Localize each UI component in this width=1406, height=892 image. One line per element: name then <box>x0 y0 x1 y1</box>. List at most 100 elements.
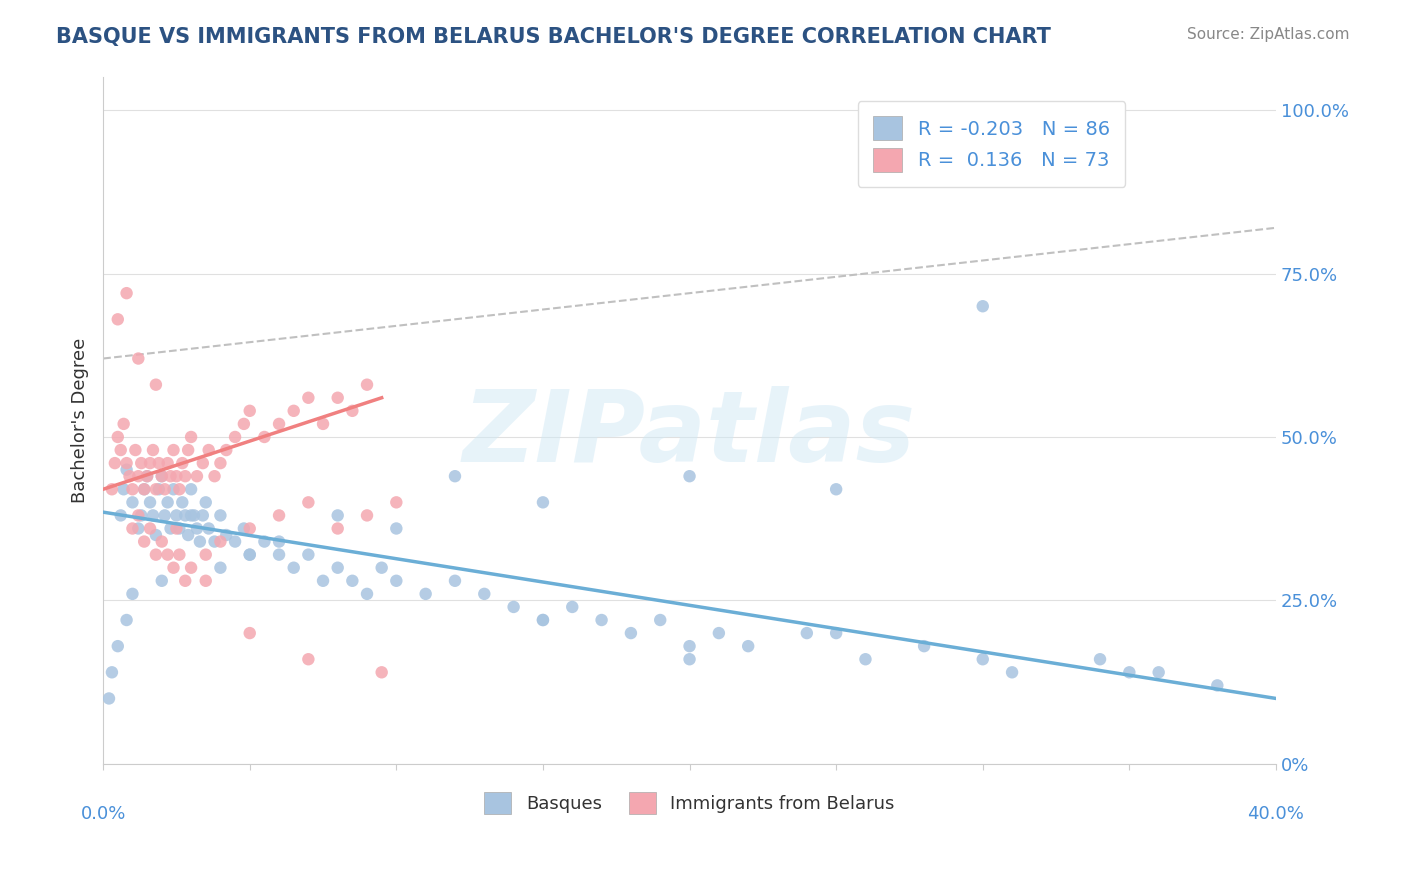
Point <box>326 391 349 405</box>
Point <box>115 613 138 627</box>
Point <box>385 574 408 588</box>
Point <box>186 469 208 483</box>
Y-axis label: Bachelor's Degree: Bachelor's Degree <box>72 338 89 503</box>
Point <box>177 443 200 458</box>
Point <box>139 521 162 535</box>
Point <box>165 469 187 483</box>
Point <box>180 560 202 574</box>
Point <box>156 456 179 470</box>
Point <box>165 521 187 535</box>
Point <box>112 417 135 431</box>
Point <box>156 548 179 562</box>
Point <box>174 574 197 588</box>
Point <box>139 495 162 509</box>
Point <box>356 508 378 523</box>
Point <box>737 639 759 653</box>
Point <box>297 652 319 666</box>
Point <box>267 417 290 431</box>
Point <box>129 456 152 470</box>
Point <box>169 521 191 535</box>
Point <box>145 483 167 497</box>
Point <box>197 443 219 458</box>
Point <box>150 469 173 483</box>
Point <box>283 560 305 574</box>
Point <box>385 521 408 535</box>
Point <box>145 528 167 542</box>
Point <box>115 463 138 477</box>
Point <box>129 508 152 523</box>
Point <box>370 560 392 574</box>
Point <box>180 483 202 497</box>
Point <box>239 626 262 640</box>
Point <box>107 430 129 444</box>
Point <box>180 508 202 523</box>
Point <box>127 521 149 535</box>
Point <box>253 430 276 444</box>
Point <box>356 377 378 392</box>
Point <box>118 469 141 483</box>
Point <box>101 483 124 497</box>
Point <box>620 626 643 640</box>
Point <box>561 599 583 614</box>
Text: 40.0%: 40.0% <box>1247 805 1305 823</box>
Point <box>239 521 262 535</box>
Point <box>224 430 246 444</box>
Point <box>127 351 149 366</box>
Point <box>678 639 700 653</box>
Point <box>165 508 187 523</box>
Point <box>215 443 238 458</box>
Point <box>107 312 129 326</box>
Point <box>98 691 121 706</box>
Point <box>224 534 246 549</box>
Point <box>297 548 319 562</box>
Point <box>136 469 159 483</box>
Point <box>267 534 290 549</box>
Point <box>134 483 156 497</box>
Point <box>104 456 127 470</box>
Point <box>145 377 167 392</box>
Point <box>153 483 176 497</box>
Point <box>115 456 138 470</box>
Point <box>267 548 290 562</box>
Point <box>444 469 467 483</box>
Point <box>297 391 319 405</box>
Point <box>110 443 132 458</box>
Text: ZIPatlas: ZIPatlas <box>463 386 917 483</box>
Point <box>972 652 994 666</box>
Point <box>183 508 205 523</box>
Point <box>110 508 132 523</box>
Point <box>148 456 170 470</box>
Point <box>169 483 191 497</box>
Text: 0.0%: 0.0% <box>80 805 125 823</box>
Point <box>531 613 554 627</box>
Point <box>172 456 194 470</box>
Point <box>186 521 208 535</box>
Point <box>204 469 226 483</box>
Point <box>591 613 613 627</box>
Point <box>232 417 254 431</box>
Point <box>162 443 184 458</box>
Point <box>239 404 262 418</box>
Legend: Basques, Immigrants from Belarus: Basques, Immigrants from Belarus <box>475 783 904 823</box>
Point <box>153 508 176 523</box>
Point <box>415 587 437 601</box>
Point <box>209 560 232 574</box>
Point <box>232 521 254 535</box>
Point <box>139 456 162 470</box>
Point <box>825 483 848 497</box>
Point <box>650 613 672 627</box>
Point <box>180 430 202 444</box>
Point <box>107 639 129 653</box>
Point <box>174 508 197 523</box>
Point <box>1118 665 1140 680</box>
Point <box>444 574 467 588</box>
Point <box>177 528 200 542</box>
Point <box>162 483 184 497</box>
Point <box>121 495 143 509</box>
Text: BASQUE VS IMMIGRANTS FROM BELARUS BACHELOR'S DEGREE CORRELATION CHART: BASQUE VS IMMIGRANTS FROM BELARUS BACHEL… <box>56 27 1052 46</box>
Point <box>825 626 848 640</box>
Point <box>796 626 818 640</box>
Point <box>342 574 364 588</box>
Point <box>1206 678 1229 692</box>
Point <box>101 665 124 680</box>
